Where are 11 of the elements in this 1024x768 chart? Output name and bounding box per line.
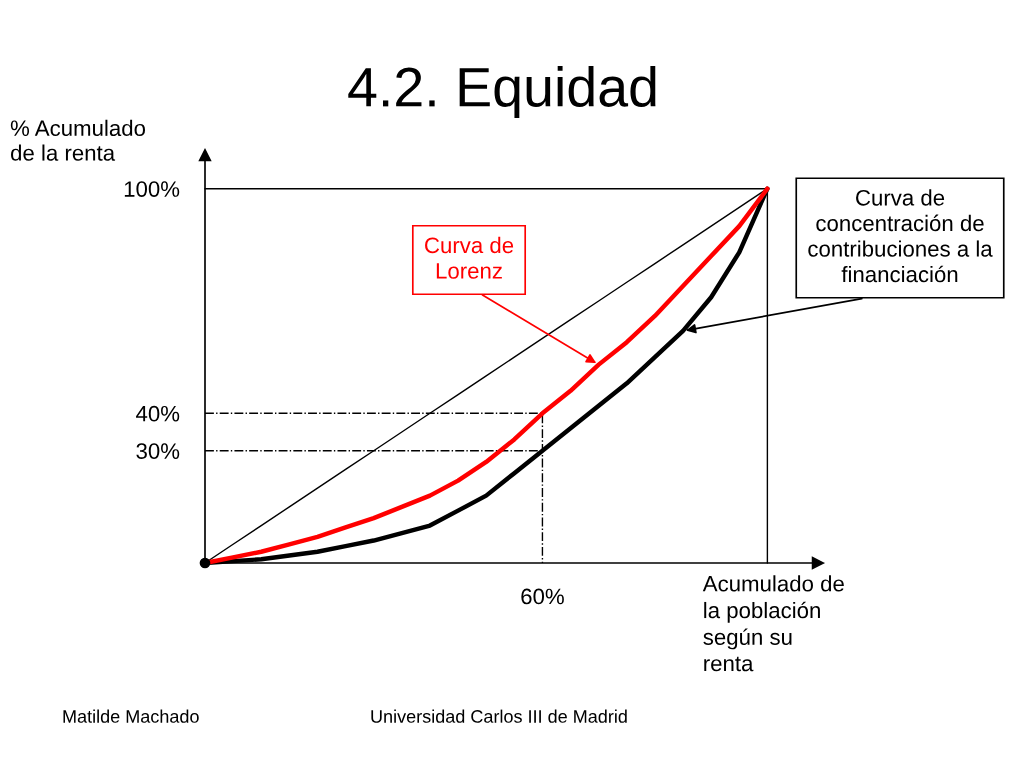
x-tick-label: 60% <box>521 588 564 605</box>
series-label: Curva de concentración de contribuciones a la financiación <box>808 189 993 283</box>
x-axis-title: Acumulado de la población según su renta <box>702 575 844 672</box>
text: Universidad Carlos III de Madrid <box>371 709 627 723</box>
y-tick-label: 100% <box>124 181 180 197</box>
y-axis-title: % Acumulado de la renta <box>10 119 146 161</box>
y-tick-label: 30% <box>136 443 180 459</box>
text: Matilde Machado <box>63 709 199 723</box>
text: Curva de Lorenz <box>425 236 514 279</box>
y-tick-label: 40% <box>136 405 180 422</box>
chart-title: 4.2. Equidad <box>348 66 656 118</box>
